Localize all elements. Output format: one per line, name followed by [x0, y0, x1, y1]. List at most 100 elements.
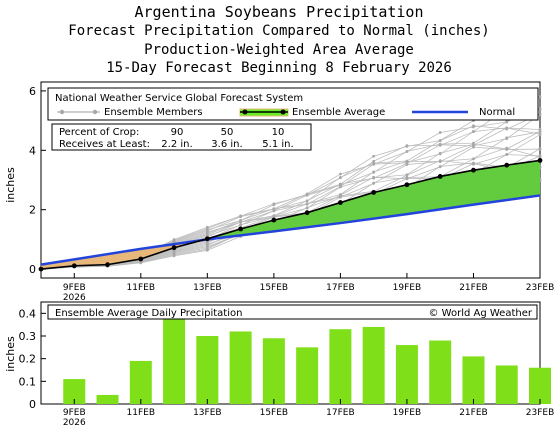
bottom-x-tick-label: 17FEB	[326, 408, 355, 418]
precip-bar	[196, 336, 219, 404]
title-line-4: 15-Day Forecast Beginning 8 February 202…	[106, 60, 452, 76]
ensemble-average-point	[537, 158, 543, 163]
ensemble-member-point	[405, 173, 409, 177]
precip-bar	[529, 367, 551, 404]
top-x-tick-label: 15FEB	[260, 283, 289, 293]
ensemble-member-point	[305, 206, 309, 210]
ensemble-average-point	[304, 210, 310, 216]
bottom-x-tick-label: 13FEB	[193, 408, 222, 418]
top-y-tick-label: 6	[29, 85, 36, 98]
ensemble-member-point	[505, 153, 509, 156]
legend-box	[47, 87, 539, 121]
top-y-tick-label: 0	[29, 263, 36, 276]
bottom-x-tick-label: 19FEB	[393, 408, 422, 418]
top-x-tick-label: 13FEB	[193, 283, 222, 293]
ensemble-member-point	[438, 131, 442, 134]
legend-members-dot	[59, 109, 65, 115]
ensemble-member-point	[405, 145, 409, 148]
ensemble-member-point	[339, 195, 342, 199]
top-chart-title: National Weather Service Global Forecast…	[55, 93, 303, 104]
normal-line	[40, 194, 541, 266]
ensemble-member-point	[339, 182, 342, 186]
precip-bar	[495, 365, 518, 404]
ensemble-average-point	[171, 245, 177, 251]
ensemble-average-point	[238, 226, 244, 232]
legend-average-dot	[242, 109, 248, 115]
bottom-y-axis-label: inches	[4, 336, 17, 372]
crop-percent-50: 50	[221, 127, 234, 138]
precip-bar	[229, 331, 252, 404]
ensemble-member-point	[405, 150, 409, 154]
ensemble-member-point	[472, 144, 475, 148]
bottom-x-tick-label: 23FEB	[526, 408, 555, 418]
ensemble-member-point	[305, 202, 309, 206]
ensemble-member-point	[538, 95, 542, 99]
ensemble-member-point	[372, 162, 376, 166]
ensemble-average-point	[371, 190, 377, 195]
below-normal-fill	[41, 240, 201, 270]
crop-percent-label: Percent of Crop:	[59, 127, 139, 138]
ensemble-member-point	[538, 107, 542, 111]
precip-bar	[462, 356, 485, 404]
ensemble-member-point	[438, 152, 442, 156]
ensemble-average-point	[404, 182, 410, 188]
ensemble-average-point	[471, 167, 476, 173]
ensemble-member-point	[272, 202, 276, 206]
bottom-x-tick-label: 15FEB	[260, 408, 289, 418]
ensemble-average-point	[271, 217, 277, 223]
precip-bar	[129, 360, 152, 404]
crop-percent-90: 90	[171, 127, 184, 138]
legend-members-label: Ensemble Members	[104, 107, 203, 118]
top-x-tick-label: 23FEB	[526, 283, 555, 293]
crop-amount-90: 2.2 in.	[161, 139, 192, 150]
bottom-y-tick-label: 0.2	[19, 353, 37, 366]
ensemble-member-point	[472, 130, 475, 133]
ensemble-member-point	[172, 238, 176, 241]
above-normal-fill	[204, 160, 541, 240]
ensemble-member-point	[239, 214, 243, 218]
ensemble-member-point	[472, 125, 475, 129]
ensemble-member-point	[372, 154, 376, 158]
ensemble-member-point	[505, 147, 509, 151]
ensemble-member-point	[472, 141, 475, 145]
ensemble-member-point	[305, 199, 309, 203]
bottom-x-tick-label: 11FEB	[127, 408, 156, 418]
bottom-x-tick-label: 21FEB	[459, 408, 488, 418]
bottom-y-tick-label: 0.3	[19, 330, 37, 343]
ensemble-member-point	[472, 157, 475, 161]
ensemble-member-point	[538, 147, 542, 151]
precip-bar	[63, 379, 86, 404]
ensemble-average-point	[338, 200, 343, 205]
top-y-tick-label: 2	[29, 204, 36, 217]
crop-amount-label: Receives at Least:	[59, 139, 150, 150]
anomaly-fills-group	[41, 160, 541, 270]
precip-bar	[296, 347, 319, 404]
precip-bar	[362, 326, 385, 404]
ensemble-member-point	[538, 155, 542, 159]
top-y-tick-label: 4	[29, 144, 36, 157]
ensemble-member-point	[339, 176, 342, 180]
top-x-tick-label: 9FEB	[63, 283, 86, 293]
ensemble-member-point	[372, 181, 376, 185]
ensemble-member-point	[372, 170, 376, 174]
ensemble-member-point	[339, 193, 342, 196]
top-x-tick-year: 2026	[63, 293, 86, 303]
ensemble-member-point	[505, 127, 509, 131]
ensemble-member-point	[272, 214, 276, 218]
legend-members-dot	[92, 109, 98, 115]
ensemble-average-point	[105, 262, 110, 268]
precip-bar	[96, 394, 119, 404]
ensemble-member-point	[438, 143, 442, 147]
bottom-y-tick-label: 0	[29, 398, 36, 411]
ensemble-member-point	[372, 159, 376, 163]
ensemble-member-point	[538, 132, 542, 136]
ensemble-average-point	[71, 263, 77, 269]
crop-amount-50: 3.6 in.	[211, 139, 242, 150]
precip-bar	[329, 329, 352, 404]
ensemble-member-point	[339, 172, 342, 176]
ensemble-average-line	[40, 159, 541, 270]
ensemble-average-point	[204, 236, 210, 242]
bottom-y-tick-label: 0.1	[19, 375, 37, 388]
title-line-1: Argentina Soybeans Precipitation	[134, 3, 424, 21]
